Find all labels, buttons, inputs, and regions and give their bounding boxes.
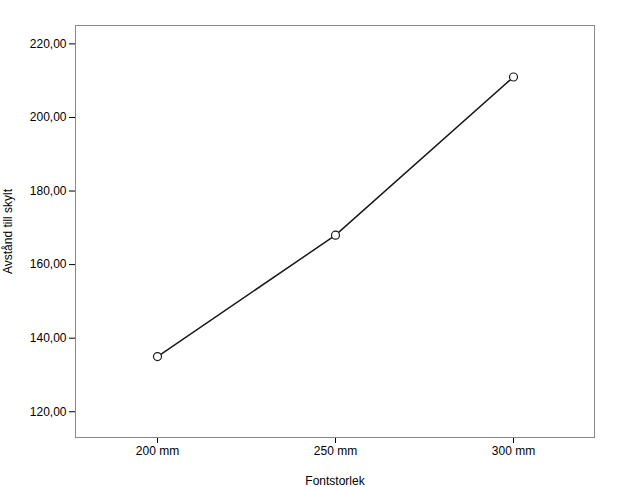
svg-text:120,00: 120,00 xyxy=(30,405,67,419)
svg-text:220,00: 220,00 xyxy=(30,37,67,51)
svg-text:200 mm: 200 mm xyxy=(136,444,179,458)
svg-text:180,00: 180,00 xyxy=(30,184,67,198)
svg-text:300 mm: 300 mm xyxy=(492,444,535,458)
svg-text:140,00: 140,00 xyxy=(30,331,67,345)
svg-text:160,00: 160,00 xyxy=(30,257,67,271)
svg-text:250 mm: 250 mm xyxy=(314,444,357,458)
svg-text:200,00: 200,00 xyxy=(30,110,67,124)
svg-text:Fontstorlek: Fontstorlek xyxy=(305,474,365,487)
svg-text:Avstånd till skylt: Avstånd till skylt xyxy=(1,188,15,274)
